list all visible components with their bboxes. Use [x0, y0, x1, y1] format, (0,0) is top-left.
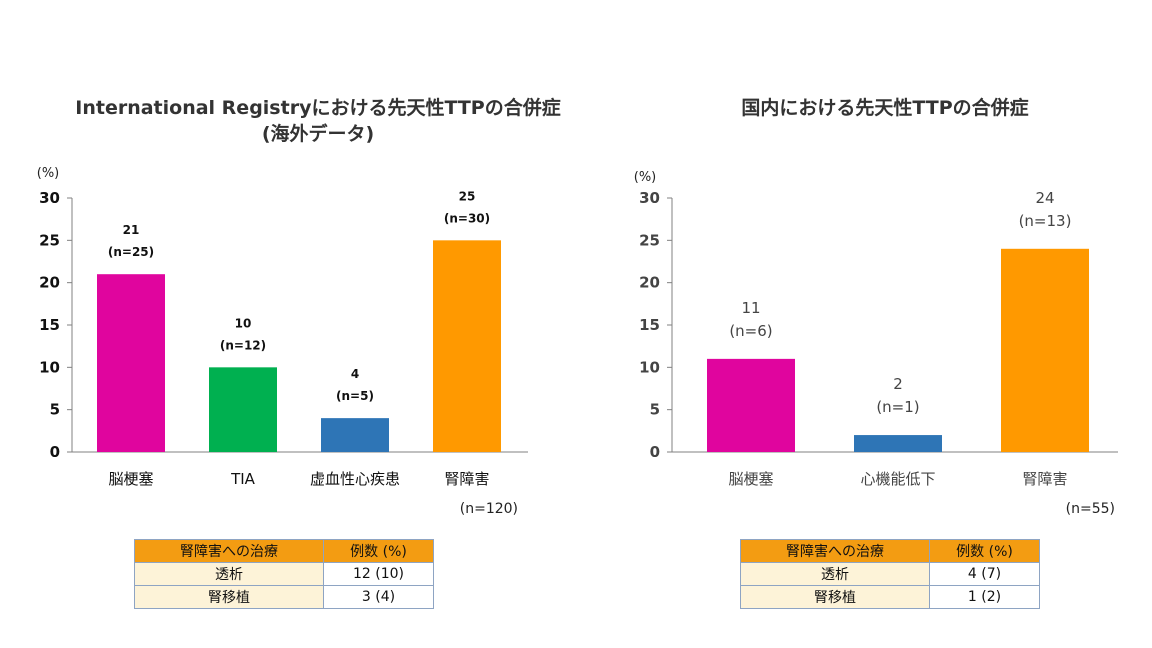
bar	[97, 274, 165, 452]
table-header-treatment: 腎障害への治療	[134, 539, 324, 563]
y-tick-label: 15	[39, 316, 60, 334]
left-bar-chart: 0 5 10 15 20 25 30 21 (n=25) 脳梗塞 10 (n=12) TIA 4 (n=5)…	[39, 189, 528, 488]
table-cell-cases: 1 (2)	[929, 585, 1040, 609]
right-y-unit-label: (%)	[634, 170, 657, 185]
x-category-label: 脳梗塞	[728, 470, 773, 488]
y-tick-label: 5	[50, 401, 60, 419]
y-tick-label: 10	[39, 358, 60, 376]
bar	[209, 367, 277, 452]
bar-n-label: (n=1)	[876, 398, 919, 416]
left-chart-title-line2: (海外データ)	[262, 122, 374, 145]
bar	[321, 418, 389, 452]
bar-value-label: 24	[1035, 189, 1054, 207]
y-tick-label: 20	[639, 274, 660, 292]
y-tick-label: 25	[639, 231, 660, 249]
table-cell-cases: 12 (10)	[323, 562, 434, 586]
bar-n-label: (n=25)	[108, 245, 154, 259]
table-cell-treatment: 腎移植	[740, 585, 930, 609]
right-renal-treatment-table: 腎障害への治療 例数 (%) 透析 4 (7) 腎移植 1 (2)	[740, 539, 1040, 609]
y-tick-label: 20	[39, 274, 60, 292]
bar	[1001, 248, 1089, 452]
y-tick-label: 30	[39, 189, 60, 207]
bar-value-label: 10	[235, 316, 252, 330]
bar-n-label: (n=6)	[729, 322, 772, 340]
bar-n-label: (n=5)	[336, 389, 374, 403]
bar	[854, 435, 942, 452]
right-bar-chart: 0 5 10 15 20 25 30 11 (n=6) 脳梗塞 2 (n=1) 心機能低下 24 (n=13…	[639, 189, 1118, 488]
y-tick-label: 10	[639, 358, 660, 376]
table-header-cases: 例数 (%)	[323, 539, 434, 563]
left-y-unit-label: (%)	[37, 166, 60, 181]
x-category-label: 心機能低下	[860, 470, 935, 488]
table-header-cases: 例数 (%)	[929, 539, 1040, 563]
bar	[707, 358, 795, 452]
bar-value-label: 25	[459, 189, 476, 203]
bar-value-label: 11	[741, 299, 760, 317]
y-tick-label: 25	[39, 231, 60, 249]
bar-value-label: 4	[351, 367, 359, 381]
left-total-label: (n=120)	[460, 501, 518, 517]
x-category-label: 腎障害	[444, 470, 489, 488]
table-header-treatment: 腎障害への治療	[740, 539, 930, 563]
y-tick-label: 0	[50, 443, 60, 461]
table-cell-cases: 4 (7)	[929, 562, 1040, 586]
bar	[433, 240, 501, 452]
x-category-label: 虚血性心疾患	[310, 470, 400, 488]
y-tick-label: 5	[650, 401, 660, 419]
table-cell-treatment: 腎移植	[134, 585, 324, 609]
y-tick-label: 15	[639, 316, 660, 334]
x-category-label: TIA	[230, 470, 256, 488]
bar-n-label: (n=30)	[444, 211, 490, 225]
right-total-label: (n=55)	[1066, 501, 1115, 517]
right-chart-title: 国内における先天性TTPの合併症	[741, 96, 1028, 119]
bar-value-label: 21	[123, 223, 140, 237]
left-renal-treatment-table: 腎障害への治療 例数 (%) 透析 12 (10) 腎移植 3 (4)	[134, 539, 434, 609]
y-tick-label: 30	[639, 189, 660, 207]
x-category-label: 腎障害	[1022, 470, 1067, 488]
bar-value-label: 2	[893, 375, 903, 393]
left-chart-title-line1: International Registryにおける先天性TTPの合併症	[75, 96, 560, 119]
x-category-label: 脳梗塞	[108, 470, 153, 488]
bar-n-label: (n=12)	[220, 338, 266, 352]
table-cell-cases: 3 (4)	[323, 585, 434, 609]
bar-n-label: (n=13)	[1019, 212, 1072, 230]
table-cell-treatment: 透析	[134, 562, 324, 586]
y-tick-label: 0	[650, 443, 660, 461]
table-cell-treatment: 透析	[740, 562, 930, 586]
